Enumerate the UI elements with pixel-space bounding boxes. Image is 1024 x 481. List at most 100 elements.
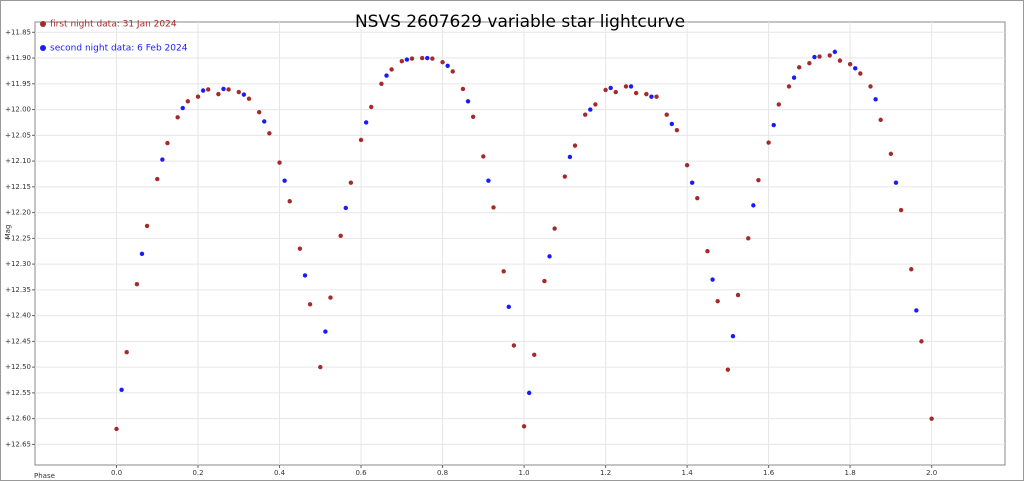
y-tick-label: +12.20 [5,209,31,217]
data-point [633,90,639,96]
data-point [715,298,720,304]
data-point [318,364,323,370]
data-point [710,277,715,282]
y-tick-label: +11.95 [5,80,31,88]
legend-marker [40,21,46,27]
data-point [139,251,145,257]
x-tick-label: 2.0 [926,469,937,477]
data-point [562,174,568,179]
data-point [501,269,506,274]
data-point [409,56,415,61]
legend-label: first night data: 31 Jan 2024 [50,20,177,30]
legend-label: second night data: 6 Feb 2024 [50,44,188,54]
data-point [572,143,578,148]
data-point [786,84,792,89]
data-point [868,84,873,89]
y-tick-label: +12.35 [5,286,31,294]
data-point [297,246,303,251]
x-tick-label: 0.2 [192,469,203,477]
data-point [124,349,129,355]
data-point [898,207,904,213]
x-tick-label: 0.8 [437,469,448,477]
y-tick-label: +12.10 [5,157,31,165]
data-point [399,58,405,64]
data-point [470,114,476,119]
data-point [307,302,313,307]
data-point [796,65,802,70]
data-point [384,73,389,78]
data-point [165,140,170,146]
data-point [649,94,654,99]
y-tick-label: +11.90 [5,54,31,62]
data-point [914,308,919,313]
y-tick-label: +12.65 [5,440,31,448]
data-point [725,367,731,372]
data-point [832,49,838,55]
x-tick-label: 1.2 [600,469,611,477]
data-point [491,205,496,210]
x-axis-label: Phase [34,472,55,480]
y-tick-label: +12.30 [5,260,31,268]
data-point [567,154,573,160]
data-point [669,121,675,127]
y-tick-label: +12.15 [5,183,31,191]
data-point [256,109,262,115]
data-point [909,267,914,272]
data-point [588,107,593,112]
data-point [873,97,878,102]
data-point [878,117,883,123]
data-point [684,163,690,168]
data-point [460,86,466,92]
data-point [552,226,557,231]
data-point [888,151,894,157]
data-point [929,416,934,421]
data-point [521,424,527,429]
data-point [206,87,211,92]
data-point [302,273,308,278]
data-point [695,195,700,201]
data-point [847,62,853,67]
data-point [363,120,369,125]
data-point [893,180,899,185]
plot-area [34,21,1006,466]
data-point [751,203,756,208]
data-point [919,339,924,344]
data-point [358,137,364,143]
data-point [440,59,445,65]
x-tick-label: 0.6 [355,469,367,477]
data-point [175,115,180,120]
data-point [542,278,547,284]
data-point [735,292,741,298]
data-point [613,89,618,95]
data-point [853,66,858,71]
data-point [155,176,160,182]
data-point [226,87,231,92]
x-tick-label: 1.0 [519,469,530,477]
data-point [216,91,221,97]
data-point [837,58,843,63]
y-tick-label: +12.50 [5,363,31,371]
data-point [532,352,537,357]
data-point [593,102,598,107]
data-point [858,71,863,76]
y-tick-label: +11.85 [5,28,31,36]
data-point [282,178,287,183]
data-point [389,67,394,72]
y-tick-label: +12.40 [5,312,31,320]
data-point [526,390,532,396]
data-point [465,99,471,104]
points [114,49,934,432]
data-point [200,88,206,93]
data-point [689,180,695,185]
data-point [654,94,659,99]
data-point [338,233,343,238]
data-point [817,54,822,59]
y-tick-label: +12.45 [5,337,31,345]
data-point [506,304,511,310]
data-point [277,160,282,165]
data-point [791,75,797,80]
data-point [776,102,782,107]
data-point [623,84,629,89]
data-point [119,387,124,392]
